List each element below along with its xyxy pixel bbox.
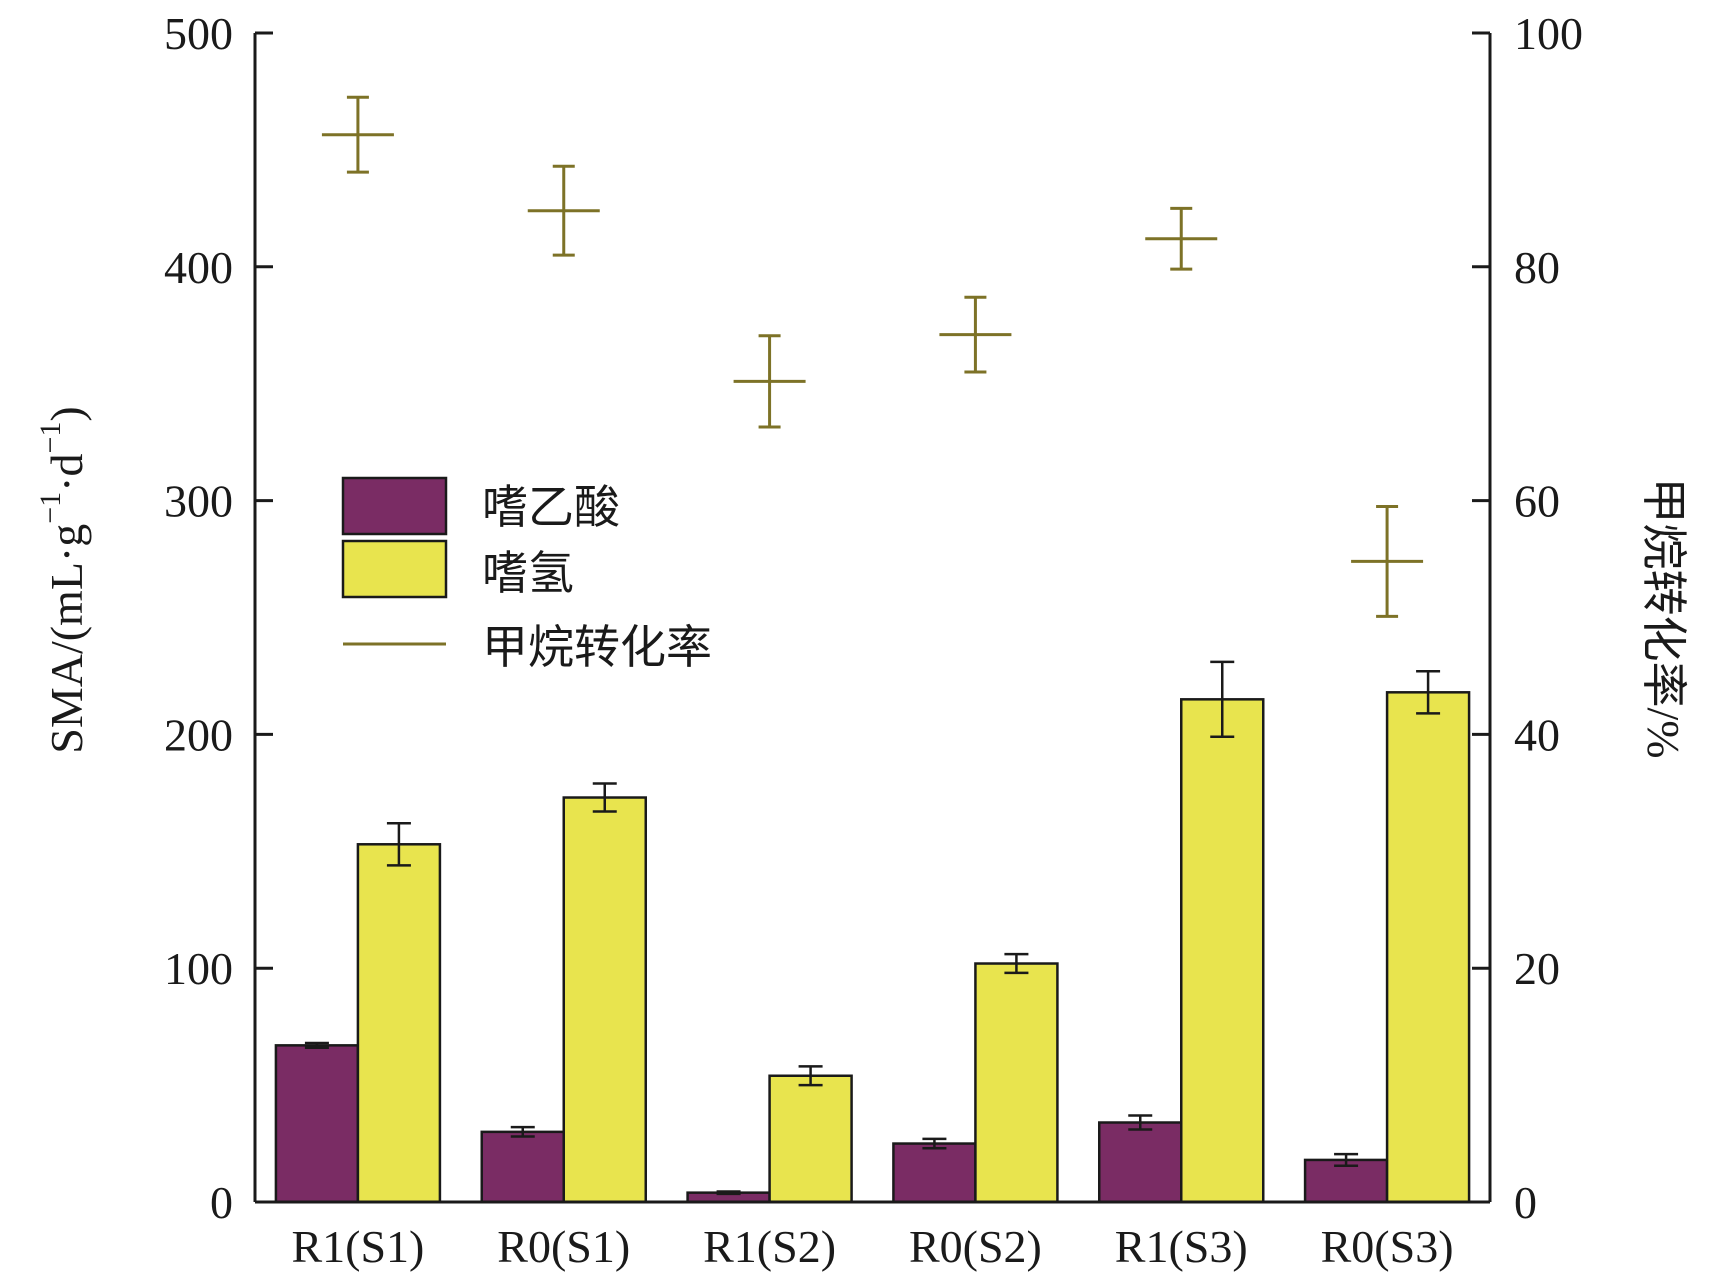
error-bars-layer <box>304 660 1441 1196</box>
legend-swatch-acetoclastic <box>341 476 448 536</box>
right-axis-title-text: 甲烷转化率/% <box>1638 477 1689 758</box>
category-label: R1(S1) <box>291 1221 424 1272</box>
right-tick-label: 20 <box>1514 943 1560 994</box>
left-tick-label: 0 <box>210 1177 233 1228</box>
axes-layer <box>253 33 1492 1204</box>
left-axis-title: SMA/(mL·g−1·d−1) <box>34 406 92 754</box>
legend-label-hydrogenotrophic: 嗜氢 <box>482 548 574 599</box>
ticks-layer: 0 100 200 300 400 500 0 20 40 60 80 100 <box>164 8 1583 1228</box>
legend-label-conversion-rate: 甲烷转化率 <box>482 622 712 673</box>
right-tick-label: 0 <box>1514 1177 1537 1228</box>
left-tick-label: 500 <box>164 8 233 59</box>
legend: 嗜乙酸 嗜氢 甲烷转化率 <box>341 476 712 673</box>
category-label: R1(S3) <box>1115 1221 1248 1272</box>
category-label: R0(S1) <box>497 1221 630 1272</box>
bar <box>974 962 1059 1204</box>
category-label: R0(S3) <box>1321 1221 1454 1272</box>
bar <box>768 1074 853 1204</box>
right-tick-label: 100 <box>1514 8 1583 59</box>
bars-layer <box>274 691 1471 1204</box>
bar <box>480 1130 565 1204</box>
left-tick-label: 300 <box>164 476 233 527</box>
conversion-rate-points-layer <box>321 95 1424 618</box>
legend-label-acetoclastic: 嗜乙酸 <box>482 482 620 533</box>
left-tick-label: 200 <box>164 709 233 760</box>
bar <box>562 796 647 1204</box>
bar <box>892 1142 977 1204</box>
left-axis-title-text: SMA/(mL·g−1·d−1) <box>34 406 92 754</box>
bar <box>1098 1121 1183 1204</box>
bar <box>356 843 442 1204</box>
bar <box>274 1044 360 1204</box>
right-tick-label: 60 <box>1514 476 1560 527</box>
right-axis-title: 甲烷转化率/% <box>1638 477 1689 758</box>
right-tick-label: 40 <box>1514 709 1560 760</box>
bar <box>1180 698 1265 1204</box>
category-label: R0(S2) <box>909 1221 1042 1272</box>
left-tick-label: 100 <box>164 943 233 994</box>
category-labels-layer: R1(S1) R0(S1) R1(S2) R0(S2) R1(S3) R0(S3) <box>291 1221 1453 1272</box>
bar <box>1385 691 1471 1204</box>
category-label: R1(S2) <box>703 1221 836 1272</box>
legend-swatch-hydrogenotrophic <box>341 539 448 599</box>
right-tick-label: 80 <box>1514 242 1560 293</box>
left-tick-label: 400 <box>164 242 233 293</box>
